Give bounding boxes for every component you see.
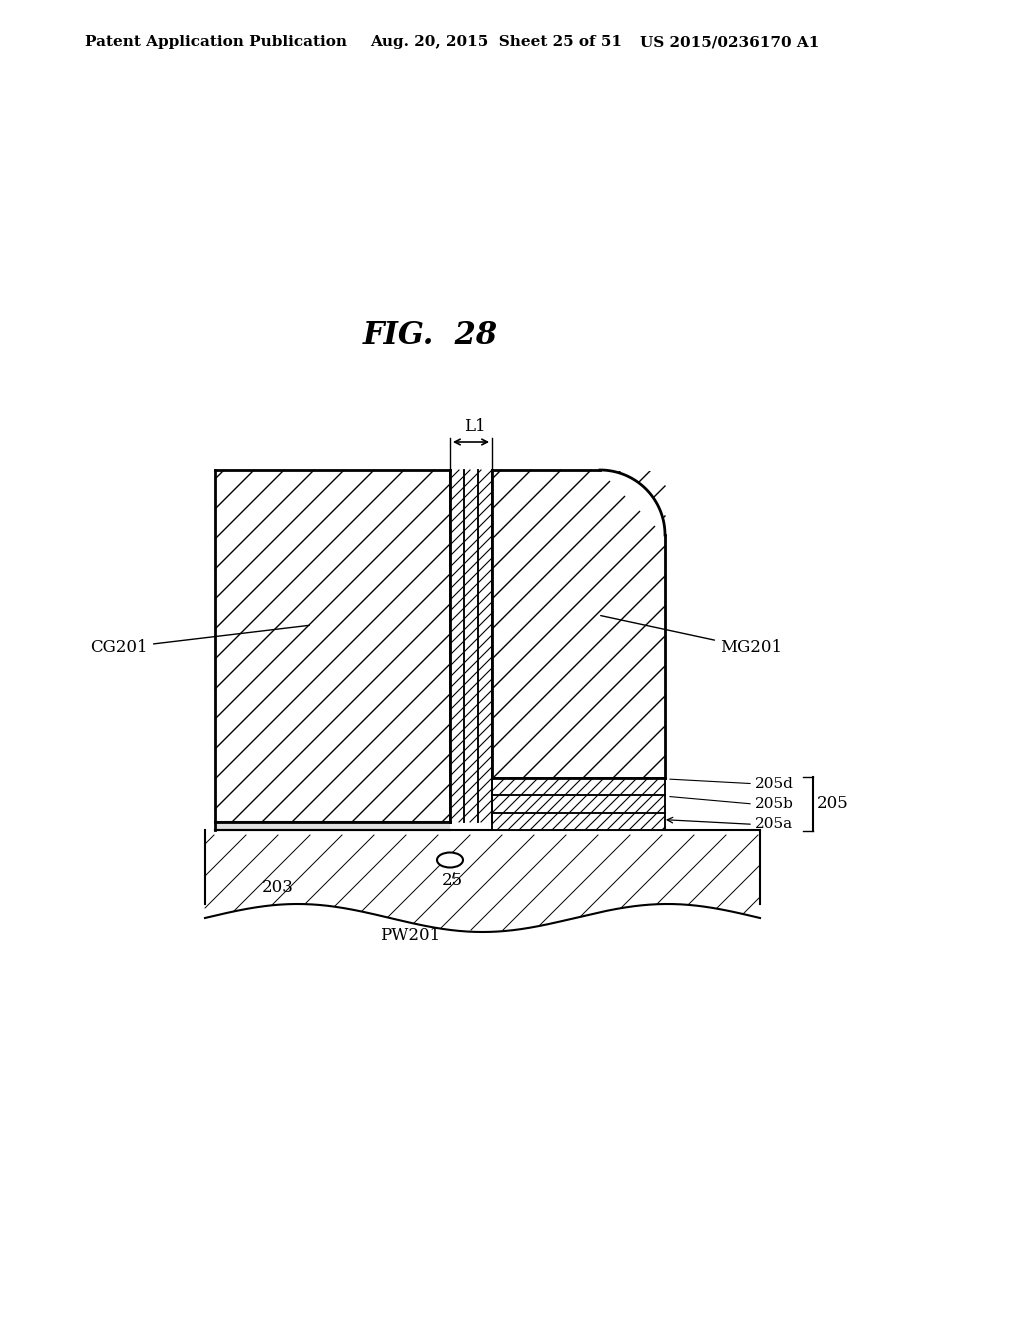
Text: 205a: 205a: [755, 817, 794, 832]
Text: 25: 25: [441, 873, 463, 888]
Text: PW201: PW201: [380, 927, 440, 944]
Text: Aug. 20, 2015  Sheet 25 of 51: Aug. 20, 2015 Sheet 25 of 51: [370, 36, 622, 49]
Bar: [215, 822, 450, 830]
Text: CG201: CG201: [90, 626, 309, 656]
Text: FIG.  28: FIG. 28: [362, 319, 498, 351]
Text: 203: 203: [262, 879, 294, 896]
Text: Patent Application Publication: Patent Application Publication: [85, 36, 347, 49]
Bar: [492, 777, 665, 830]
Text: US 2015/0236170 A1: US 2015/0236170 A1: [640, 36, 819, 49]
Text: 205b: 205b: [755, 797, 794, 810]
Text: 205: 205: [817, 795, 849, 812]
Text: 205d: 205d: [755, 776, 794, 791]
Ellipse shape: [437, 853, 463, 867]
Bar: [492, 470, 665, 777]
Polygon shape: [600, 470, 665, 535]
Bar: [205, 830, 760, 960]
Text: MG201: MG201: [601, 615, 782, 656]
Bar: [450, 470, 492, 822]
Text: L1: L1: [464, 418, 485, 436]
Bar: [215, 470, 450, 822]
